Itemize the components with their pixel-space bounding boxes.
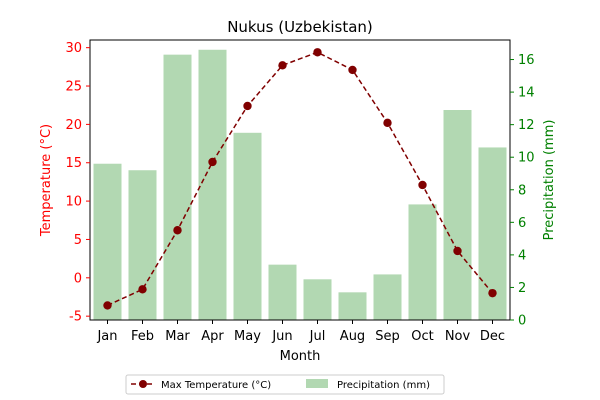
- legend: Max Temperature (°C) Precipitation (mm): [125, 374, 445, 395]
- precipitation-bar: [408, 204, 437, 320]
- right-y-tick-label: 14: [518, 86, 535, 101]
- right-y-tick-label: 4: [518, 248, 526, 263]
- precipitation-bars: [93, 49, 507, 321]
- left-y-tick-label: 15: [65, 156, 82, 171]
- right-y-tick-label: 12: [518, 118, 535, 133]
- right-y-tick-label: 16: [518, 53, 535, 68]
- legend-marker-swatch: [139, 380, 147, 388]
- left-y-axis-label: Temperature (°C): [39, 124, 54, 237]
- left-y-tick-label: 10: [65, 195, 82, 210]
- temperature-point: [313, 48, 322, 57]
- precipitation-bar: [198, 49, 227, 320]
- temperature-point: [348, 65, 357, 75]
- temperature-point: [138, 285, 147, 294]
- temperature-point: [383, 118, 392, 128]
- temperature-point: [103, 301, 112, 310]
- left-y-tick-label: 5: [74, 233, 82, 248]
- precipitation-bar: [373, 274, 402, 320]
- temperature-point: [243, 101, 252, 111]
- chart-title: Nukus (Uzbekistan): [227, 18, 373, 36]
- temperature-point: [278, 61, 287, 70]
- right-y-tick-label: 8: [518, 183, 526, 198]
- x-tick-label: Dec: [480, 329, 505, 344]
- x-tick-label: May: [234, 329, 261, 344]
- x-tick-label: Aug: [340, 329, 365, 344]
- temperature-series-line: [107, 51, 494, 307]
- left-y-tick-label: -5: [69, 310, 82, 325]
- right-y-tick-label: 6: [518, 216, 526, 231]
- precipitation-bar: [93, 163, 122, 320]
- precipitation-bar: [268, 264, 297, 320]
- x-tick-label: Sep: [375, 329, 400, 344]
- left-y-tick-label: 25: [65, 80, 82, 95]
- right-y-tick-label: 10: [518, 151, 535, 166]
- temperature-line: [103, 48, 497, 310]
- x-tick-label: Feb: [131, 329, 154, 344]
- plot-frame: [89, 39, 511, 321]
- right-y-axis-label: Precipitation (mm): [542, 120, 557, 241]
- legend-bar-swatch: [306, 379, 328, 388]
- precipitation-bar: [303, 279, 332, 320]
- axes: Jan Feb Mar Apr May Jun Jul Aug Sep Oct Nov Dec -5 0 5…: [65, 39, 535, 344]
- temperature-point: [453, 246, 462, 256]
- x-tick-label: Jun: [271, 329, 292, 344]
- x-tick-label: Jul: [309, 329, 326, 344]
- x-tick-label: Oct: [411, 329, 433, 344]
- temperature-point: [488, 288, 497, 298]
- precipitation-bar: [163, 54, 192, 321]
- x-tick-label: Apr: [201, 329, 224, 344]
- x-tick-label: Nov: [445, 329, 471, 344]
- legend-frame: [125, 374, 445, 395]
- left-y-tick-label: 20: [65, 118, 82, 133]
- right-y-tick-label: 0: [518, 314, 526, 329]
- left-y-tick-label: 30: [65, 41, 82, 56]
- temperature-point: [208, 157, 217, 167]
- legend-label-precipitation: Precipitation (mm): [337, 380, 430, 391]
- temperature-point: [173, 226, 182, 235]
- left-y-tick-label: 0: [74, 271, 82, 286]
- temperature-point: [418, 180, 427, 190]
- right-y-tick-label: 2: [518, 281, 526, 296]
- precipitation-bar: [233, 132, 262, 320]
- precipitation-bar: [338, 292, 367, 320]
- precipitation-bar: [128, 170, 157, 320]
- legend-label-temperature: Max Temperature (°C): [161, 380, 271, 391]
- x-tick-label: Mar: [165, 329, 190, 344]
- x-axis-label: Month: [280, 349, 321, 364]
- precipitation-bar: [443, 110, 472, 320]
- x-tick-label: Jan: [96, 329, 117, 344]
